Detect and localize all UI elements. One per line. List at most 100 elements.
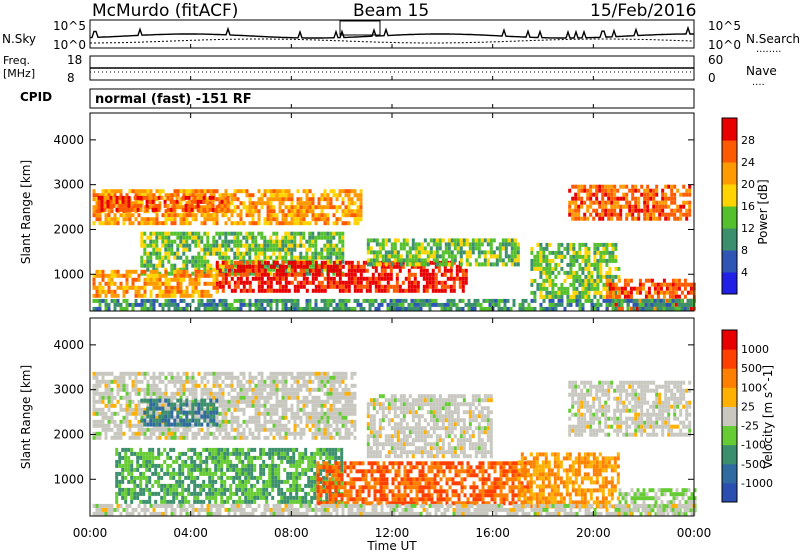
velocity-cell — [164, 375, 168, 380]
power-cell — [344, 189, 348, 194]
power-cell — [287, 209, 291, 214]
power-cell — [446, 306, 450, 311]
power-cell — [447, 250, 451, 255]
power-cell — [97, 199, 101, 204]
power-cell — [266, 243, 270, 248]
power-cell — [501, 238, 505, 243]
velocity-cell — [350, 371, 354, 376]
power-cell — [200, 269, 204, 274]
power-cell — [664, 192, 668, 197]
velocity-cell — [332, 379, 336, 384]
velocity-cell — [169, 499, 173, 504]
power-cell — [284, 205, 288, 210]
power-cell — [224, 243, 228, 248]
power-cell — [215, 239, 219, 244]
velocity-cell — [176, 414, 180, 419]
power-cell — [574, 212, 578, 217]
velocity-cell — [290, 403, 294, 408]
power-cell — [245, 209, 249, 214]
power-cell — [164, 293, 168, 298]
power-cell — [311, 251, 315, 256]
power-cell — [119, 302, 123, 307]
velocity-cell — [98, 435, 102, 440]
velocity-cell — [211, 459, 215, 464]
power-cell — [305, 276, 309, 281]
power-cell — [172, 203, 176, 208]
power-cell — [377, 284, 381, 289]
power-cell — [211, 199, 215, 204]
power-cell — [464, 272, 468, 277]
power-cell — [563, 246, 567, 251]
power-cell — [245, 264, 249, 269]
power-cell — [590, 302, 594, 307]
power-cell — [131, 189, 135, 194]
power-cell — [308, 268, 312, 273]
power-cell — [685, 200, 689, 205]
power-cell — [317, 306, 321, 311]
power-cell — [125, 273, 129, 278]
velocity-cell — [215, 415, 219, 420]
power-cell — [161, 259, 165, 264]
velocity-cell — [95, 411, 99, 416]
velocity-cell — [206, 414, 210, 419]
velocity-cell — [205, 455, 209, 460]
power-cell — [134, 285, 138, 290]
power-cell — [584, 250, 588, 255]
power-cell — [124, 199, 128, 204]
power-cell — [236, 235, 240, 240]
velocity-cell — [275, 411, 279, 416]
velocity-cell — [154, 471, 158, 476]
power-cell — [137, 221, 141, 226]
velocity-cell — [251, 379, 255, 384]
power-cell — [263, 239, 267, 244]
power-cell — [359, 201, 363, 206]
power-cell — [608, 282, 612, 287]
power-cell — [401, 280, 405, 285]
power-cell — [263, 243, 267, 248]
power-cell — [173, 267, 177, 272]
power-cell — [275, 260, 279, 265]
power-cell — [293, 235, 297, 240]
power-cell — [215, 280, 219, 285]
power-cell — [572, 250, 576, 255]
velocity-cell — [347, 399, 351, 404]
power-cell — [242, 264, 246, 269]
velocity-cell — [131, 371, 135, 376]
velocity-cell — [107, 399, 111, 404]
velocity-cell — [130, 467, 134, 472]
power-cell — [417, 262, 421, 267]
velocity-cell — [158, 379, 162, 384]
power-cell — [587, 266, 591, 271]
power-cell — [215, 285, 219, 290]
power-cell — [362, 284, 366, 289]
velocity-cell — [155, 398, 159, 403]
power-cell — [176, 243, 180, 248]
power-cell — [401, 260, 405, 265]
power-cell — [323, 302, 327, 307]
velocity-cell — [214, 459, 218, 464]
power-cell — [140, 235, 144, 240]
power-colorbar-tick: 20 — [741, 178, 755, 191]
power-cell — [281, 264, 285, 269]
power-cell — [495, 246, 499, 251]
power-cell — [464, 268, 468, 273]
velocity-cell — [287, 407, 291, 412]
power-cell — [338, 231, 342, 236]
power-cell — [441, 258, 445, 263]
velocity-cell — [127, 471, 131, 476]
noise-left-tick-top: 10^5 — [53, 19, 86, 33]
power-cell — [374, 264, 378, 269]
power-cell — [668, 282, 672, 287]
velocity-cell — [164, 403, 168, 408]
velocity-cell — [142, 475, 146, 480]
velocity-cell — [269, 387, 273, 392]
power-cell — [350, 276, 354, 281]
power-cell — [510, 242, 514, 247]
power-cell — [197, 273, 201, 278]
velocity-cell — [152, 422, 156, 427]
power-cell — [601, 212, 605, 217]
power-cell — [176, 281, 180, 286]
power-cell — [664, 196, 668, 201]
power-cell — [104, 201, 108, 206]
velocity-cell — [179, 410, 183, 415]
